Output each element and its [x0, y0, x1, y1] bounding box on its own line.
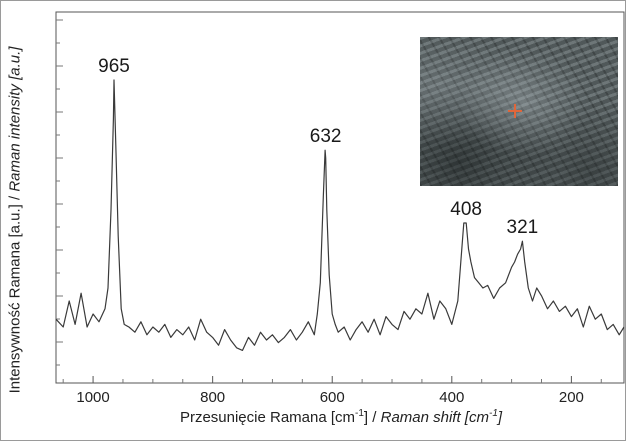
peak-labels: 965 632 408 321: [98, 56, 538, 238]
x-axis-label-alt: Raman shift [cm: [380, 409, 489, 426]
y-axis-label-alt: Raman intensity [a.u.]: [6, 46, 24, 192]
x-axis-label-main-close: ]: [363, 409, 369, 426]
x-axis-label-alt-sup: -1: [488, 408, 498, 419]
x-tick-label-1000: 1000: [76, 389, 109, 406]
y-axis-label-sep: /: [6, 191, 24, 204]
spectrum-line: [55, 79, 625, 351]
x-axis-label-main: Przesunięcie Ramana [cm: [179, 409, 356, 426]
y-axis-label: Intensywność Ramana [a.u.] / Raman inten…: [2, 12, 28, 427]
y-axis-ticks: [56, 19, 63, 366]
x-tick-label-200: 200: [559, 389, 584, 406]
peak-label-321: 321: [507, 217, 539, 238]
x-tick-label-400: 400: [439, 389, 464, 406]
y-axis-label-main: Intensywność Ramana [a.u.]: [6, 203, 24, 393]
x-axis-label-sep: /: [368, 409, 381, 426]
plot-area: [55, 11, 625, 384]
x-tick-label-800: 800: [200, 389, 225, 406]
peak-label-408: 408: [450, 199, 482, 220]
peak-label-632: 632: [310, 126, 342, 147]
x-axis-ticks: 1000 800 600 400 200: [76, 376, 584, 406]
x-axis-label-alt-close: ]: [497, 409, 503, 426]
x-axis-label: Przesunięcie Ramana [cm-1] / Raman shift…: [56, 408, 626, 427]
x-tick-label-600: 600: [320, 389, 345, 406]
peak-label-965: 965: [98, 56, 130, 77]
x-axis-label-main-sup: -1: [355, 408, 364, 419]
minor-ticks: [62, 379, 602, 383]
